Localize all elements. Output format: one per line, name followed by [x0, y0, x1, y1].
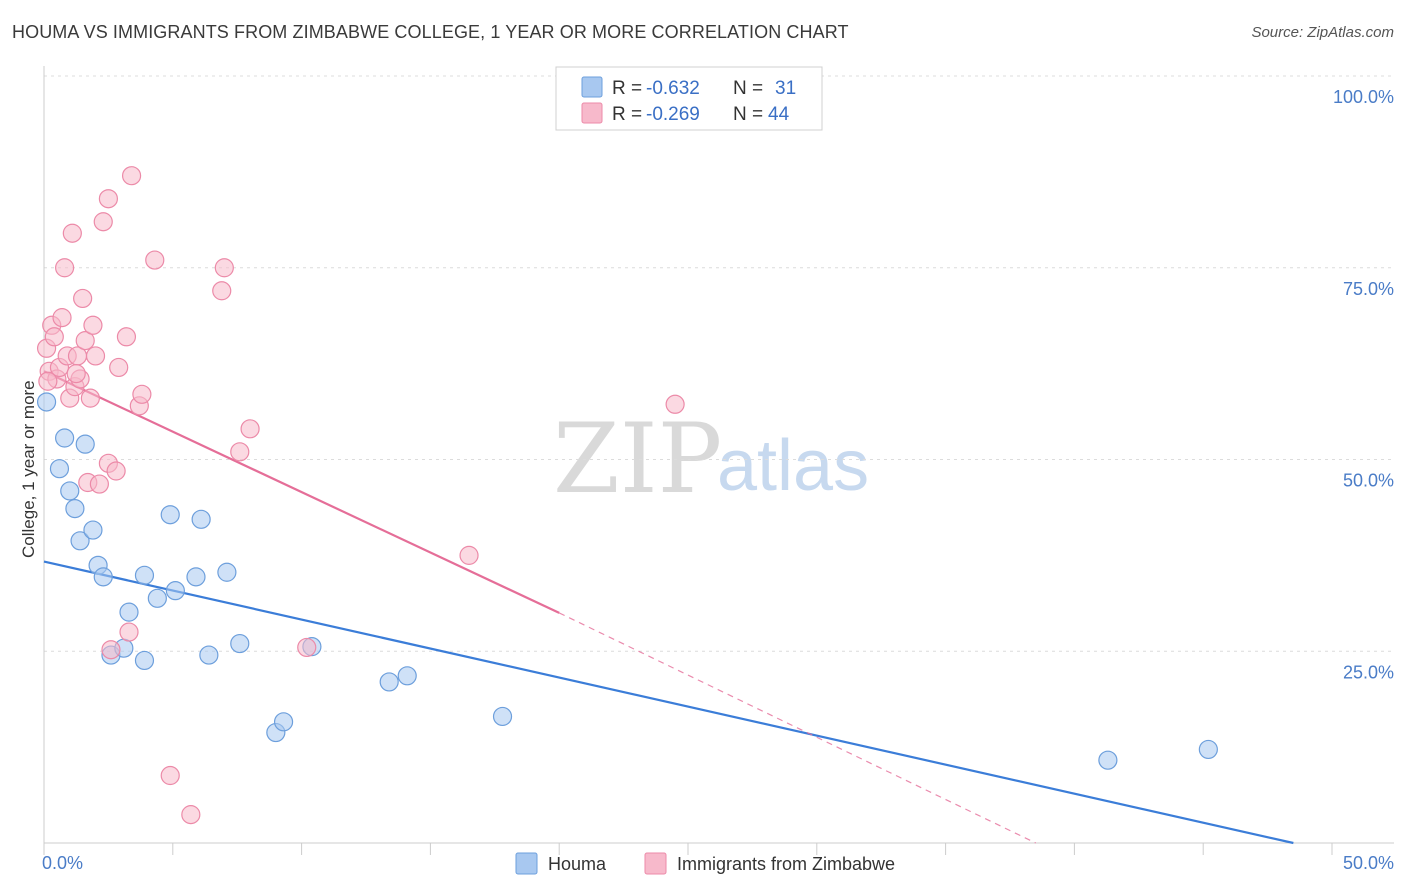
houma-point [217, 562, 237, 582]
houma-point [134, 650, 155, 671]
legend-swatch-zimbabwe [581, 102, 603, 124]
zimbabwe-point [55, 258, 75, 278]
zimbabwe-point [101, 640, 121, 660]
zimbabwe-point [93, 212, 113, 232]
zimbabwe-point [62, 223, 82, 243]
legend-n-value-zimbabwe: 44 [768, 104, 790, 125]
zimbabwe-point [145, 250, 165, 270]
houma-point [165, 581, 185, 601]
zimbabwe-point [212, 281, 232, 301]
zimbabwe-point [214, 258, 234, 278]
legend-swatch-houma [581, 76, 603, 98]
watermark-atlas: atlas [717, 426, 869, 506]
zimbabwe-point [106, 461, 126, 481]
houma-point [49, 459, 70, 479]
houma-point [230, 633, 250, 654]
houma-point [134, 565, 155, 585]
legend-r-value-houma: -0.632 [646, 78, 700, 99]
zimbabwe-point [297, 637, 317, 658]
zimbabwe-point [73, 288, 93, 309]
legend-r-value-zimbabwe: -0.269 [646, 104, 700, 125]
zimbabwe-point [230, 442, 250, 462]
y-tick-label: 50.0% [1343, 471, 1394, 491]
chart-title: HOUMA VS IMMIGRANTS FROM ZIMBABWE COLLEG… [12, 22, 849, 42]
houma-point [93, 567, 113, 587]
y-axis-label: College, 1 year or more [19, 380, 38, 558]
zimbabwe-point [109, 357, 129, 378]
houma-point [397, 666, 417, 686]
houma-trendline [43, 560, 1294, 845]
houma-point [36, 392, 57, 412]
zimbabwe-point [160, 765, 180, 786]
zimbabwe-point [52, 308, 72, 328]
zimbabwe-point [132, 384, 152, 404]
legend-box: R = -0.632 N = 31 R = -0.269 N = 44 [555, 66, 823, 131]
zimbabwe-point [121, 166, 142, 186]
houma-point [1098, 750, 1118, 770]
houma-point [379, 672, 399, 692]
series-legend: Houma Immigrants from Zimbabwe [515, 852, 895, 875]
legend-n-label-zimbabwe: N = [733, 104, 763, 125]
legend-r-label-houma: R = [612, 78, 642, 99]
y-tick-label: 75.0% [1343, 279, 1394, 299]
zimbabwe-point [116, 327, 137, 347]
trendlines [43, 370, 1294, 845]
zimbabwe-point [459, 545, 479, 565]
series-legend-swatch-zimbabwe [644, 852, 667, 875]
x-tick-label: 50.0% [1343, 853, 1394, 873]
houma-point [70, 531, 90, 551]
houma-point [147, 588, 167, 608]
watermark-zip: ZIP [553, 403, 722, 515]
zimbabwe-trendline-extension [558, 612, 1037, 844]
series-legend-swatch-houma [515, 852, 538, 875]
zimbabwe-point [83, 315, 103, 335]
houma-point [273, 712, 294, 732]
houma-point [191, 509, 211, 529]
houma-point [186, 567, 206, 587]
zimbabwe-point [240, 419, 260, 439]
zimbabwe-point [119, 622, 139, 642]
series-legend-label-houma: Houma [548, 854, 607, 874]
zimbabwe-point [44, 327, 64, 347]
y-tick-label: 25.0% [1343, 662, 1394, 682]
houma-point [75, 434, 95, 454]
legend-n-label-houma: N = [733, 78, 763, 99]
houma-point [199, 645, 219, 665]
houma-point [60, 481, 80, 501]
zimbabwe-point [181, 805, 201, 825]
zimbabwe-point [85, 346, 106, 366]
source-label: Source: ZipAtlas.com [1251, 24, 1394, 41]
houma-point [119, 602, 139, 622]
data-points [36, 166, 1218, 825]
zimbabwe-trendline [43, 370, 560, 614]
x-tick-label: 0.0% [42, 853, 83, 873]
gridlines [44, 75, 1394, 652]
zimbabwe-point [66, 363, 86, 384]
zimbabwe-point [98, 189, 119, 209]
zimbabwe-point [89, 474, 109, 494]
series-legend-label-zimbabwe: Immigrants from Zimbabwe [677, 854, 895, 874]
houma-point [160, 505, 180, 525]
legend-r-label-zimbabwe: R = [612, 104, 642, 125]
houma-point [492, 706, 513, 727]
houma-point [1198, 739, 1218, 760]
zimbabwe-point [665, 394, 685, 414]
houma-point [65, 498, 85, 519]
zimbabwe-point [80, 388, 100, 408]
legend-n-value-houma: 31 [775, 78, 796, 99]
axes: 100.0% 75.0% 50.0% 25.0% 0.0% 50.0% [42, 66, 1394, 873]
zimbabwe-point [38, 371, 58, 391]
houma-point [55, 428, 75, 448]
zimbabwe-point [75, 331, 95, 351]
houma-point [83, 520, 103, 540]
y-tick-label: 100.0% [1333, 87, 1394, 107]
